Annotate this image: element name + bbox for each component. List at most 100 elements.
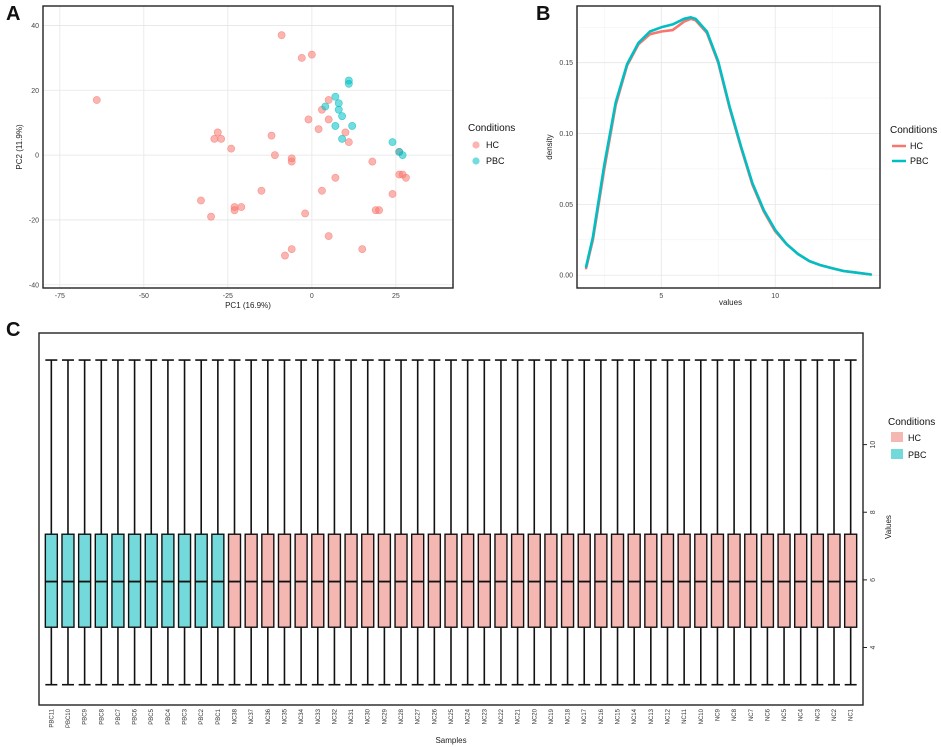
- box-nc36: [261, 359, 275, 686]
- sample-label: PBC3: [183, 708, 189, 724]
- pca-point-hc: [197, 196, 205, 205]
- box-pbc7: [111, 359, 125, 686]
- boxplot-legend-hc-label: HC: [908, 433, 921, 443]
- box-nc34: [294, 359, 308, 686]
- box-nc13: [644, 359, 658, 686]
- pca-y-tick-label: 20: [31, 88, 39, 95]
- sample-label: PBC8: [99, 708, 105, 724]
- pca-point-hc: [287, 245, 296, 254]
- sample-label: NC31: [349, 708, 355, 724]
- density-panel: 5 10 0.00 0.05 0.10 0.15 values density Condi…: [545, 5, 937, 307]
- density-y-axis-label: density: [545, 134, 554, 159]
- density-lines: [584, 16, 873, 276]
- box-nc10: [694, 359, 708, 686]
- density-y-tick-label: 0.15: [559, 60, 573, 67]
- panel-label-c: C: [6, 319, 20, 341]
- pca-x-tick-label: 0: [310, 293, 314, 300]
- pca-point-hc: [277, 31, 286, 40]
- pca-point-hc: [307, 50, 316, 59]
- box-nc16: [594, 359, 608, 686]
- boxplot-plot-frame: [38, 332, 864, 706]
- box-nc2: [827, 359, 841, 686]
- sample-label: NC38: [233, 708, 239, 724]
- pca-point-hc: [344, 138, 353, 147]
- pca-plot-frame: [42, 5, 454, 289]
- box-nc33: [311, 359, 325, 686]
- pca-point-hc: [297, 53, 306, 62]
- sample-label: NC26: [432, 708, 438, 724]
- sample-label: NC20: [532, 708, 538, 724]
- density-y-tick-label: 0.00: [559, 273, 573, 280]
- sample-label: NC24: [466, 708, 472, 724]
- box-nc14: [627, 359, 641, 686]
- pca-points: [92, 31, 410, 260]
- sample-label: NC16: [599, 708, 605, 724]
- box-nc19: [544, 359, 558, 686]
- sample-label: NC23: [482, 708, 488, 724]
- boxplot-y-axis-label: Values: [884, 515, 893, 539]
- density-ticks: 5 10 0.00 0.05 0.10 0.15: [559, 60, 779, 300]
- box-nc22: [494, 359, 508, 686]
- boxplot-y-tick-label: 8: [870, 510, 877, 514]
- pca-scatter-panel: -75 -50 -25 0 25 -40 -20 0 20 40 PC1 (16.9%) PC2 …: [15, 5, 515, 310]
- sample-label: NC12: [665, 708, 671, 724]
- boxplot-x-axis-label: Samples: [435, 736, 466, 745]
- box-pbc10: [61, 359, 75, 686]
- box-nc6: [760, 359, 775, 686]
- pca-point-pbc: [331, 92, 340, 101]
- box-nc23: [477, 359, 492, 686]
- pca-legend-pbc-label: PBC: [486, 156, 505, 166]
- pca-point-hc: [217, 134, 226, 143]
- pca-point-hc: [210, 134, 219, 143]
- pca-point-hc: [257, 186, 266, 195]
- sample-label: NC27: [416, 708, 422, 724]
- sample-label: NC1: [849, 708, 855, 721]
- sample-label: NC28: [399, 708, 405, 724]
- boxplot-ticks: 4 6 8 10: [863, 441, 877, 649]
- sample-label: PBC1: [216, 708, 222, 724]
- boxplot-legend-pbc-key: [891, 449, 903, 459]
- box-pbc2: [194, 359, 208, 686]
- sample-label: PBC4: [166, 708, 172, 724]
- pca-x-tick-label: 25: [392, 293, 400, 300]
- boxplot-sample-labels: PBC11 PBC10 PBC9 PBC8 PBC7 PBC6 PBC5 PBC4 PBC3 PB…: [49, 708, 854, 728]
- pca-point-pbc: [338, 112, 346, 121]
- pca-point-hc: [227, 144, 236, 153]
- box-nc24: [460, 359, 475, 686]
- box-pbc11: [44, 359, 59, 686]
- pca-point-pbc: [331, 122, 340, 130]
- pca-point-hc: [318, 186, 326, 195]
- sample-label: NC19: [549, 708, 555, 724]
- pca-point-hc: [301, 209, 310, 218]
- density-line-hc: [584, 17, 873, 276]
- pca-point-hc: [375, 206, 383, 215]
- sample-label: NC7: [749, 708, 755, 721]
- box-nc27: [410, 359, 425, 686]
- sample-label: PBC2: [199, 708, 205, 724]
- box-pbc4: [161, 359, 175, 686]
- density-line-pbc: [584, 16, 873, 276]
- box-nc35: [277, 359, 292, 686]
- box-nc15: [610, 359, 625, 686]
- box-nc17: [577, 359, 591, 686]
- sample-label: NC37: [249, 708, 255, 724]
- sample-label: PBC5: [149, 708, 155, 724]
- pca-y-tick-label: 40: [31, 23, 39, 30]
- sample-label: NC11: [682, 708, 688, 724]
- box-nc38: [227, 359, 242, 686]
- sample-label: NC9: [715, 708, 721, 721]
- sample-label: NC8: [732, 708, 738, 721]
- pca-point-hc: [213, 128, 222, 137]
- pca-legend-hc-marker: [472, 141, 480, 149]
- sample-label: NC14: [632, 708, 638, 724]
- sample-label: NC4: [799, 708, 805, 721]
- boxplot-legend: Conditions HC PBC: [888, 417, 935, 460]
- density-grid: [577, 6, 880, 288]
- box-pbc5: [144, 359, 158, 686]
- pca-point-hc: [368, 157, 377, 166]
- pca-point-hc: [207, 212, 215, 221]
- pca-y-axis-label: PC2 (11.9%): [15, 124, 24, 170]
- pca-legend-hc-label: HC: [486, 140, 499, 150]
- density-y-tick-label: 0.10: [559, 131, 573, 138]
